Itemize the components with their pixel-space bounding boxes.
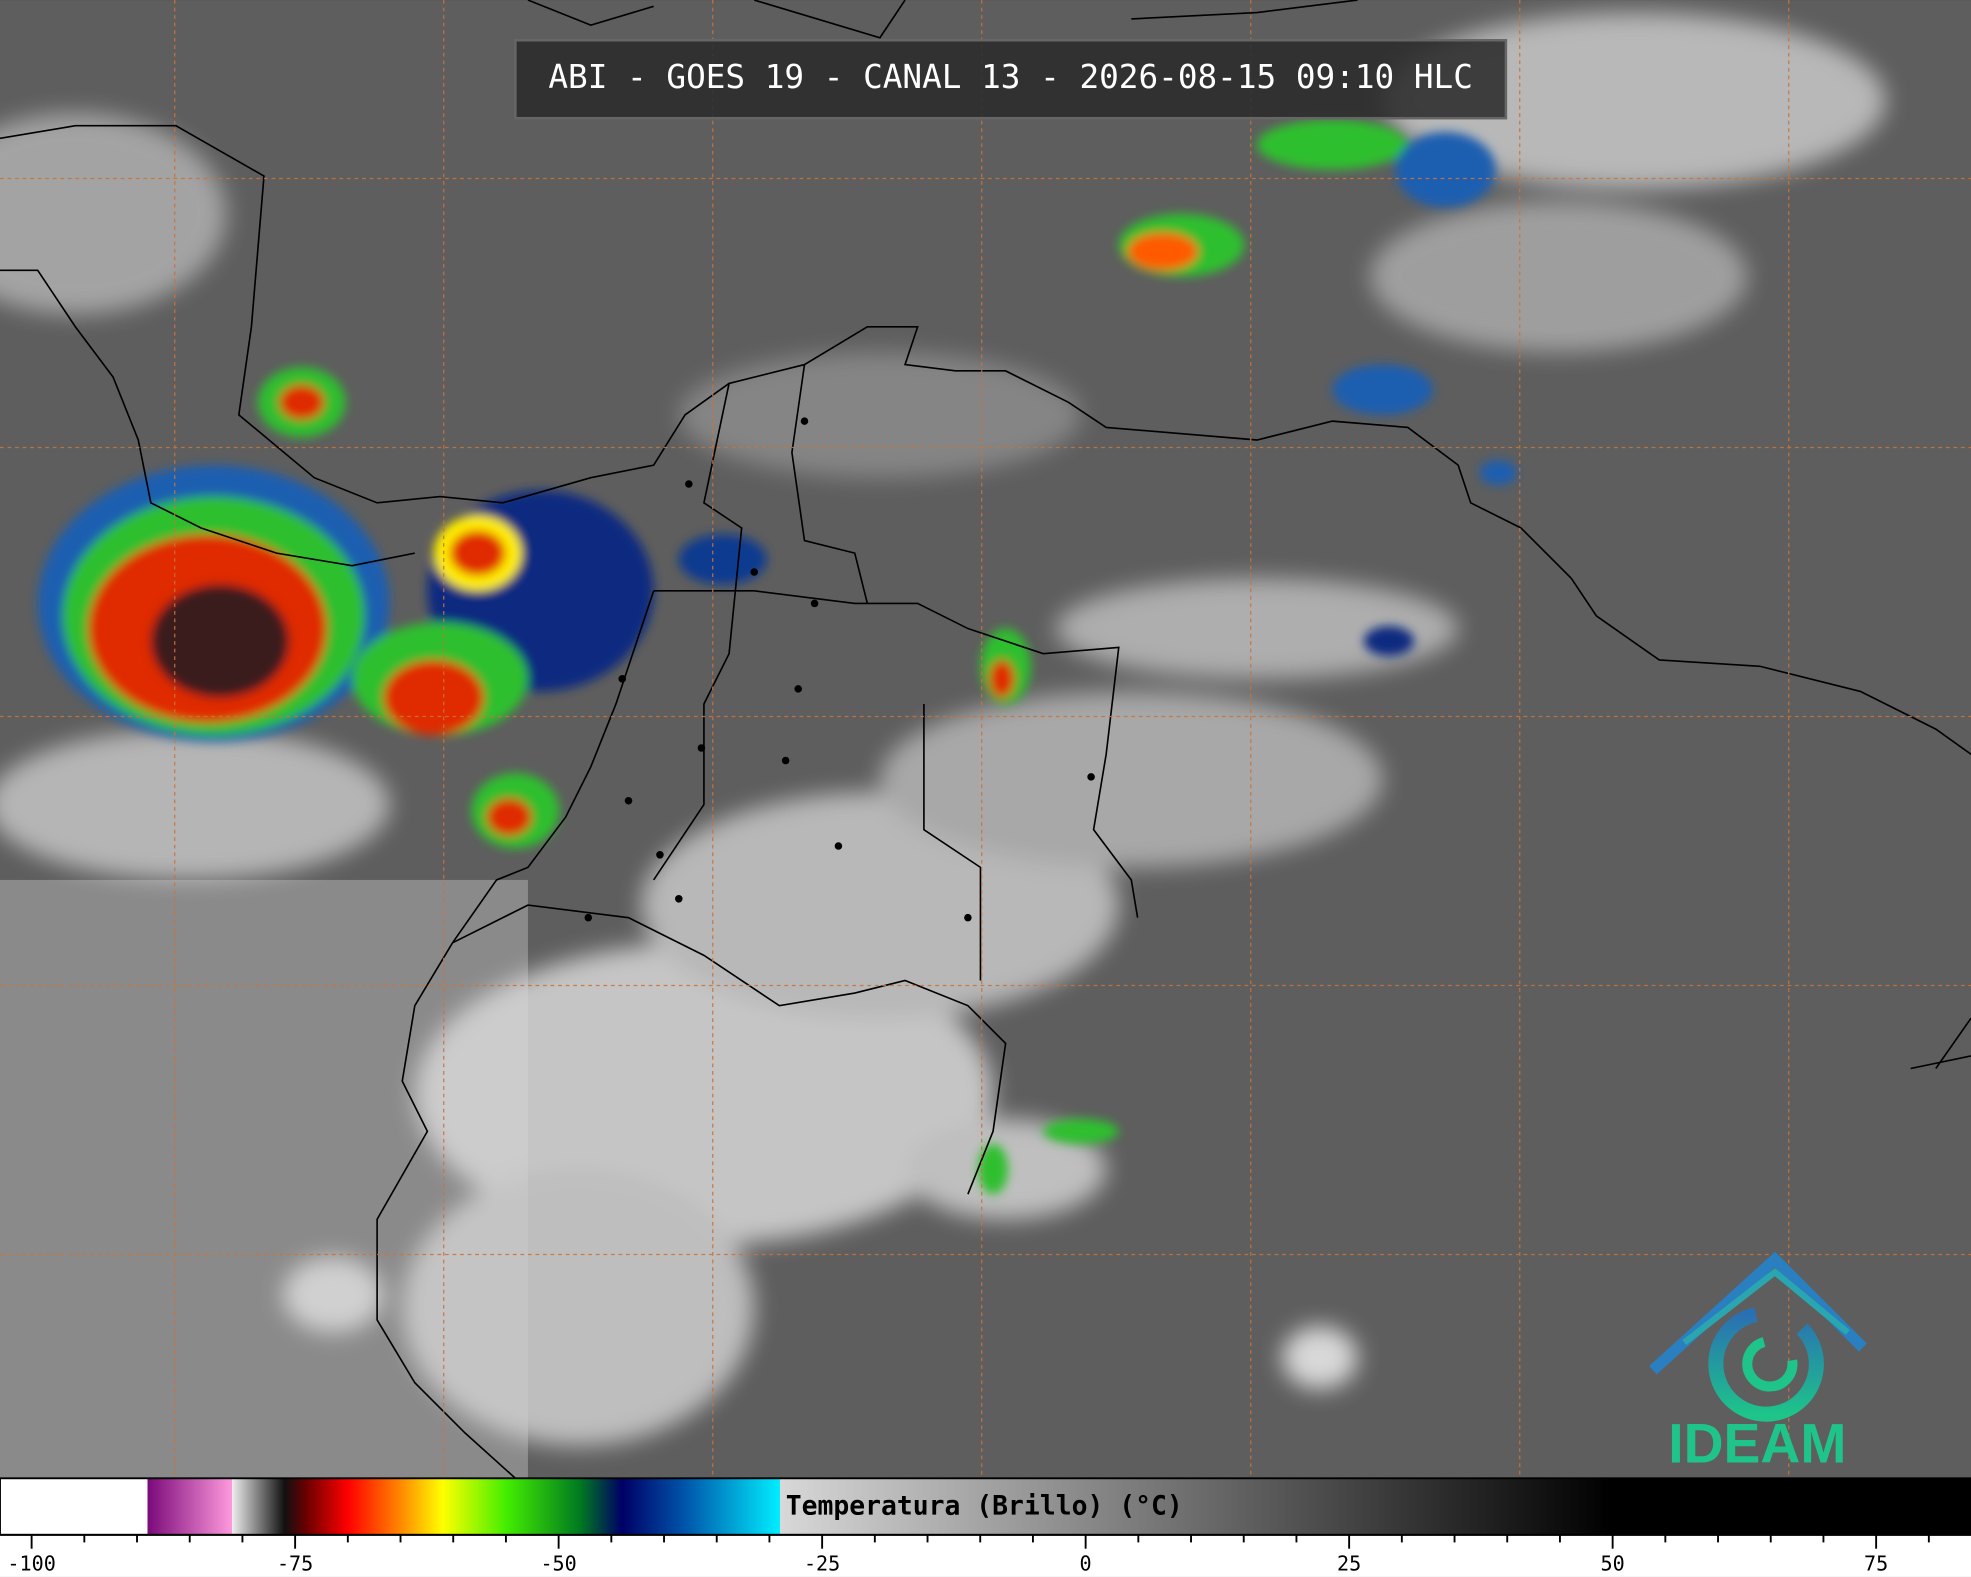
tick-label: -75: [277, 1552, 313, 1576]
logo-text: IDEAM: [1668, 1413, 1846, 1475]
tick-label: 25: [1337, 1552, 1361, 1576]
colorbar-gradient: [0, 1477, 1971, 1536]
logo: IDEAM: [1649, 1251, 1867, 1475]
satellite-map: [0, 0, 1971, 1479]
colorbar: Temperatura (Brillo) (°C) -100 -75 -50 -25 0…: [0, 1477, 1971, 1577]
tick-label: -50: [540, 1552, 576, 1576]
title: ABI - GOES 19 - CANAL 13 - 2026-08-15 09…: [548, 58, 1472, 96]
tick-label: -100: [7, 1552, 55, 1576]
tick-label: 0: [1080, 1552, 1092, 1576]
colorbar-label: Temperatura (Brillo) (°C): [786, 1492, 1183, 1522]
tick-label: 50: [1601, 1552, 1625, 1576]
tick-label: 75: [1864, 1552, 1888, 1576]
title-box: ABI - GOES 19 - CANAL 13 - 2026-08-15 09…: [514, 39, 1508, 120]
tick-label: -25: [804, 1552, 840, 1576]
